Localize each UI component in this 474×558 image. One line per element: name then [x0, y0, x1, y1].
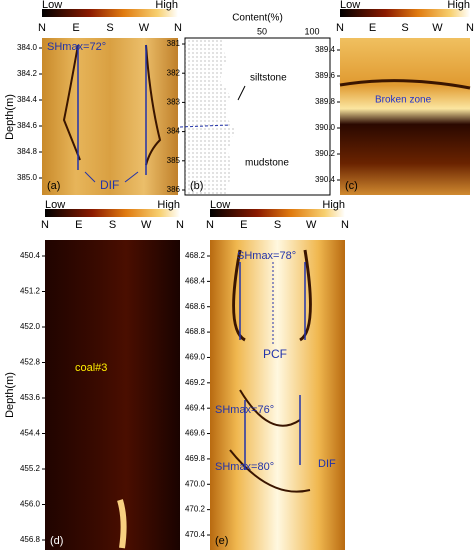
y-tick-label: 452.8 — [20, 358, 41, 367]
image-c — [339, 38, 471, 195]
y-axis-label: Depth(m) — [4, 94, 16, 140]
y-tick-label: 469.6 — [185, 429, 206, 438]
image-d — [45, 240, 180, 550]
y-tick-label: 469.4 — [185, 403, 206, 412]
y-tick-label: 469.8 — [185, 454, 206, 463]
y-tick-label: 390.2 — [315, 149, 336, 158]
y-tick-label: 389.6 — [315, 71, 336, 80]
colorbar-label: Low — [210, 199, 230, 211]
colorbar-label: Low — [340, 0, 360, 11]
panel-label: (a) — [47, 180, 60, 192]
y-tick-label: 469.0 — [185, 353, 206, 362]
y-tick-label: 386 — [167, 185, 181, 194]
y-tick-label: 455.2 — [20, 464, 41, 473]
annotation: DIF — [100, 178, 119, 192]
y-tick-label: 389.4 — [315, 45, 336, 54]
compass-label: E — [240, 219, 247, 231]
y-tick-label: 385.0 — [17, 173, 38, 182]
colorbar-label: Low — [42, 0, 62, 11]
y-tick-label: 450.4 — [20, 251, 41, 260]
y-tick-label: 389.8 — [315, 97, 336, 106]
compass-label: W — [306, 219, 317, 231]
x-axis-label: Content(%) — [232, 13, 283, 24]
colorbar — [45, 209, 180, 217]
y-tick-label: 384.6 — [17, 121, 38, 130]
compass-label: W — [141, 219, 152, 231]
image-e — [210, 240, 345, 550]
y-tick-label: 385 — [167, 156, 181, 165]
annotation: SHmax=76° — [215, 404, 274, 416]
y-tick-label: 468.4 — [185, 276, 206, 285]
y-tick-label: 454.4 — [20, 429, 41, 438]
y-tick-label: 384 — [167, 127, 181, 136]
annotation: PCF — [263, 347, 287, 361]
colorbar-label: High — [155, 0, 178, 11]
compass-label: S — [109, 219, 116, 231]
annotation: DIF — [318, 458, 336, 470]
annotation: SHmax=78° — [237, 250, 296, 262]
colorbar-label: High — [157, 199, 180, 211]
y-tick-label: 451.2 — [20, 287, 41, 296]
compass-label: N — [41, 219, 49, 231]
colorbar-label: High — [322, 199, 345, 211]
panel-label: (d) — [50, 535, 63, 547]
colorbar — [340, 9, 470, 17]
panel-label: (e) — [215, 535, 228, 547]
y-tick-label: 456.0 — [20, 500, 41, 509]
annotation: SHmax=80° — [215, 461, 274, 473]
x-tick-label: 50 — [257, 26, 267, 36]
colorbar — [210, 209, 345, 217]
compass-label: S — [401, 22, 408, 34]
y-tick-label: 384.4 — [17, 95, 38, 104]
y-tick-label: 381 — [167, 39, 181, 48]
y-tick-label: 456.8 — [20, 535, 41, 544]
y-tick-label: 384.0 — [17, 43, 38, 52]
compass-label: S — [274, 219, 281, 231]
y-tick-label: 383 — [167, 98, 181, 107]
y-tick-label: 390.0 — [315, 123, 336, 132]
y-tick-label: 470.0 — [185, 479, 206, 488]
colorbar-label: Low — [45, 199, 65, 211]
compass-label: E — [75, 219, 82, 231]
panel-label: (b) — [190, 180, 203, 192]
y-tick-label: 468.2 — [185, 251, 206, 260]
y-tick-label: 384.8 — [17, 147, 38, 156]
y-tick-label: 470.4 — [185, 530, 206, 539]
y-tick-label: 452.0 — [20, 322, 41, 331]
annotation: coal#3 — [75, 362, 107, 374]
y-tick-label: 384.2 — [17, 69, 38, 78]
colorbar — [42, 9, 178, 17]
y-tick-label: 382 — [167, 68, 181, 77]
compass-label: N — [38, 22, 46, 34]
compass-label: N — [174, 22, 182, 34]
compass-label: W — [432, 22, 443, 34]
colorbar-label: High — [447, 0, 470, 11]
y-tick-label: 469.2 — [185, 378, 206, 387]
y-tick-label: 390.4 — [315, 175, 336, 184]
compass-label: W — [139, 22, 150, 34]
compass-label: N — [176, 219, 184, 231]
compass-label: E — [369, 22, 376, 34]
compass-label: E — [72, 22, 79, 34]
compass-label: S — [106, 22, 113, 34]
y-tick-label: 468.6 — [185, 302, 206, 311]
panel-label: (c) — [345, 180, 358, 192]
annotation: siltstone — [250, 73, 287, 84]
annotation: mudstone — [245, 158, 289, 169]
y-axis-label: Depth(m) — [4, 372, 16, 418]
x-tick-label: 100 — [304, 26, 319, 36]
y-tick-label: 453.6 — [20, 393, 41, 402]
y-tick-label: 468.8 — [185, 327, 206, 336]
compass-label: N — [466, 22, 474, 34]
compass-label: N — [336, 22, 344, 34]
image-b — [179, 37, 331, 196]
image-a — [42, 38, 178, 195]
annotation: SHmax=72° — [47, 41, 106, 53]
annotation: Broken zone — [375, 95, 432, 106]
compass-label: N — [206, 219, 214, 231]
compass-label: N — [341, 219, 349, 231]
y-tick-label: 470.2 — [185, 505, 206, 514]
